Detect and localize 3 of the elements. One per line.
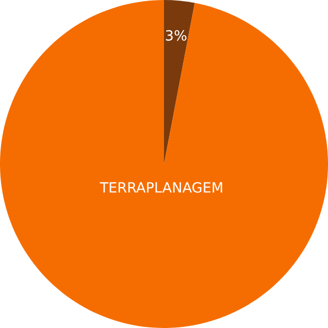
data-label: 3%: [164, 28, 188, 45]
pie-slice: [164, 0, 195, 164]
slice-label: TERRAPLANAGEM: [98, 180, 224, 196]
